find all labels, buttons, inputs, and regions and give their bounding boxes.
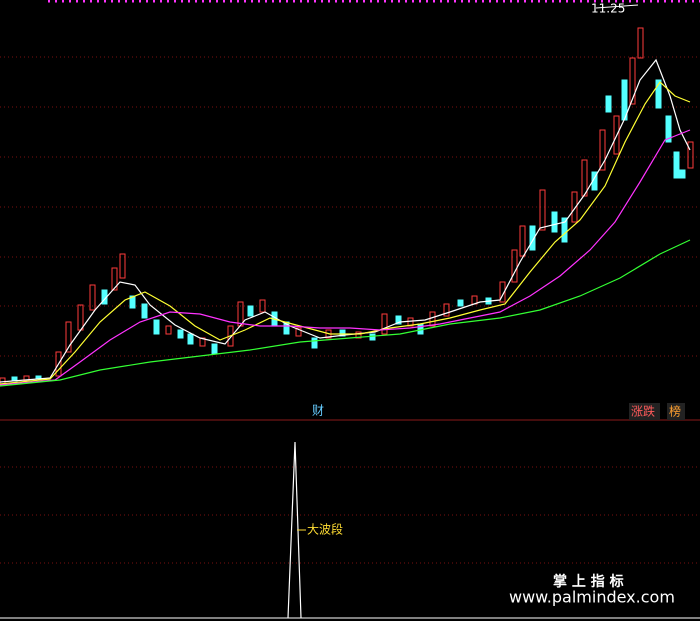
moving-averages [0, 58, 691, 387]
tab-bg [629, 403, 660, 420]
tab[interactable]: 涨跌 [631, 404, 655, 419]
candles [0, 27, 694, 385]
tab-bg [667, 403, 685, 420]
price-label: 11.25 [591, 2, 625, 16]
tab[interactable]: 榜 [669, 404, 681, 419]
indicator-spike [287, 441, 302, 619]
tab[interactable]: 财 [312, 404, 324, 418]
watermark-url: www.palmindex.com [509, 588, 675, 607]
price-arrow [595, 4, 639, 9]
watermark-title: 掌 上 指 标 [553, 573, 624, 590]
grid [0, 56, 700, 564]
indicator-label: 大波段 [307, 522, 343, 537]
